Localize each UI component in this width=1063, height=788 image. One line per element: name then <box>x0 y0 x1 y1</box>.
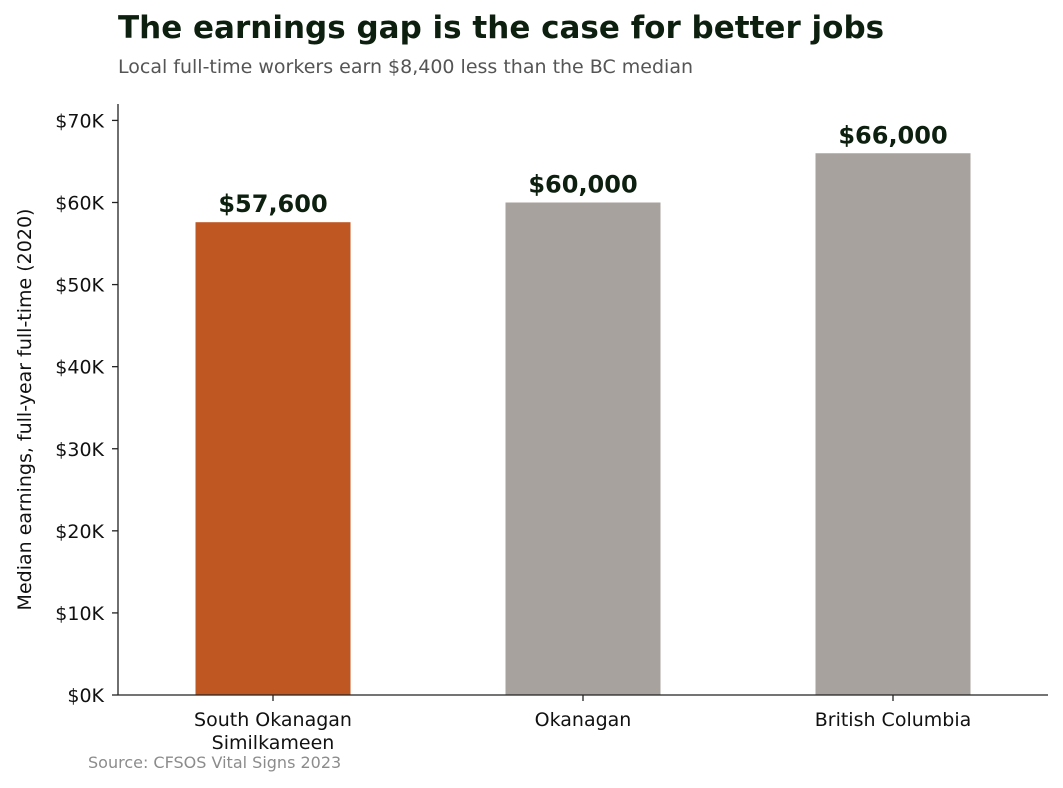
bar <box>195 222 351 695</box>
y-tick-label: $20K <box>55 521 104 543</box>
bar <box>505 202 661 695</box>
x-tick-label: British Columbia <box>815 709 972 731</box>
data-label: $57,600 <box>218 190 327 218</box>
x-tick-label: South Okanagan <box>194 709 352 731</box>
x-tick-label: Similkameen <box>212 732 335 754</box>
y-tick-label: $40K <box>55 357 104 379</box>
y-tick-label: $30K <box>55 439 104 461</box>
y-axis-label: Median earnings, full-year full-time (20… <box>14 209 36 611</box>
x-tick-label: Okanagan <box>535 709 632 731</box>
data-label: $66,000 <box>838 121 947 149</box>
chart-subtitle: Local full-time workers earn $8,400 less… <box>118 56 694 78</box>
chart-title: The earnings gap is the case for better … <box>118 10 885 46</box>
y-tick-label: $60K <box>55 193 104 215</box>
y-tick-label: $0K <box>67 685 104 707</box>
chart-source: Source: CFSOS Vital Signs 2023 <box>88 753 342 772</box>
y-tick-label: $50K <box>55 275 104 297</box>
y-tick-label: $70K <box>55 110 104 132</box>
y-tick-label: $10K <box>55 603 104 625</box>
data-label: $60,000 <box>528 171 637 199</box>
bar <box>815 153 971 695</box>
